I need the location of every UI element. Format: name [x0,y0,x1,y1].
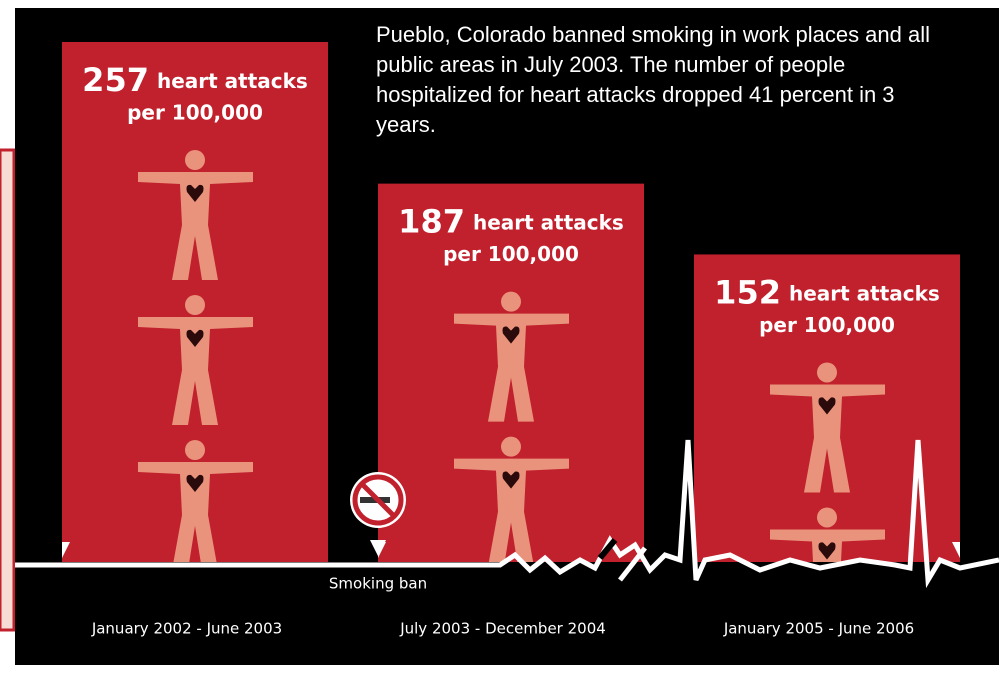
value-number: 257 [82,61,149,99]
x-tick-label: July 2003 - December 2004 [399,620,606,638]
annotation: Smoking ban [329,575,427,593]
value-number: 152 [714,273,781,311]
side-panel [0,150,14,630]
value-unit: per 100,000 [443,242,579,266]
page: 257 heart attacks per 100,000 January 2002 … [0,0,999,673]
chart-title: Pueblo, Colorado banned smoking in work … [376,20,956,140]
value-unit: heart attacks [789,281,940,305]
value-number: 187 [398,203,465,241]
value-unit: per 100,000 [127,101,263,125]
value-unit: heart attacks [157,69,308,93]
value-unit: heart attacks [473,210,624,234]
value-unit: per 100,000 [759,313,895,337]
x-tick-label: January 2002 - June 2003 [91,620,282,638]
x-tick-label: January 2005 - June 2006 [723,620,914,638]
